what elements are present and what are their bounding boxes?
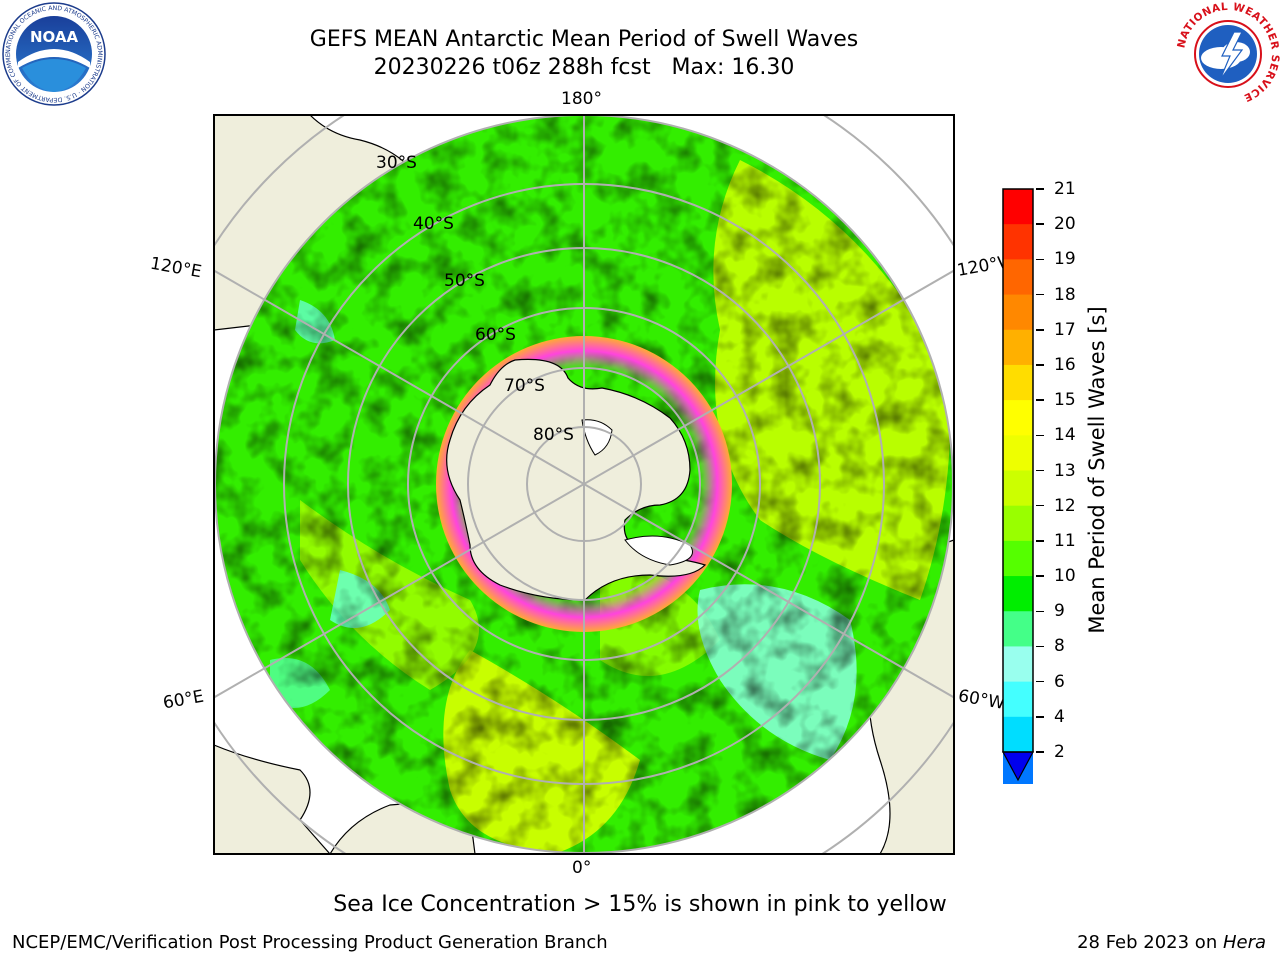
lat-label-50s: 50°S [444,271,485,291]
colorbar-tick-mark [1036,645,1044,648]
colorbar-block [1003,646,1033,683]
lat-label-40s: 40°S [413,214,454,234]
lon-label-0: 0° [572,858,592,878]
colorbar-tick-mark [1036,575,1044,577]
colorbar-block [1003,576,1033,612]
colorbar-tick-mark [1036,504,1044,507]
polar-map [213,114,955,855]
colorbar-block [1003,364,1033,401]
colorbar-block [1003,294,1033,331]
colorbar-tick-label: 8 [1054,636,1065,657]
colorbar-tick-mark [1036,188,1044,190]
colorbar-tick-mark [1036,540,1044,542]
colorbar-tick-mark [1036,610,1044,612]
colorbar-block [1003,540,1033,577]
colorbar-block [1003,189,1033,225]
colorbar-tick-label: 10 [1054,566,1076,587]
colorbar-block [1003,505,1033,542]
lat-label-60s: 60°S [475,325,516,345]
colorbar-tick-label: 15 [1054,390,1076,411]
lat-label-30s: 30°S [376,153,417,173]
colorbar-tick-label: 20 [1054,214,1076,235]
colorbar-tick-mark [1036,258,1044,261]
noaa-logo-text: NOAA [30,28,79,46]
colorbar [1001,188,1035,784]
colorbar-tick-mark [1036,680,1044,683]
colorbar-tick-mark [1036,223,1044,225]
colorbar-tick-label: 16 [1054,354,1076,375]
colorbar-tick-label: 17 [1054,319,1076,340]
footer-date: 28 Feb 2023 on Hera [1077,932,1266,954]
colorbar-block [1003,259,1033,296]
lat-label-70s: 70°S [504,376,545,396]
colorbar-tick-mark [1036,751,1044,753]
sea-ice-note: Sea Ice Concentration > 15% is shown in … [333,892,947,917]
lon-label-180: 180° [561,89,602,109]
colorbar-tick-mark [1036,399,1044,401]
colorbar-block [1003,329,1033,366]
colorbar-tick-label: 19 [1054,249,1076,270]
lat-label-80s: 80°S [533,425,574,445]
map-title-line1: GEFS MEAN Antarctic Mean Period of Swell… [309,27,859,52]
colorbar-block [1003,470,1033,507]
nws-logo: NATIONAL WEATHER SERVICE [1176,2,1280,104]
colorbar-block [1003,611,1033,647]
colorbar-tick-label: 9 [1054,601,1065,622]
footer-organization: NCEP/EMC/Verification Post Processing Pr… [12,932,608,953]
colorbar-tick-label: 13 [1054,460,1076,481]
footer-date-text: 28 Feb 2023 on [1077,932,1223,953]
colorbar-block [1003,435,1033,471]
colorbar-tick-label: 18 [1054,284,1076,305]
colorbar-label: Mean Period of Swell Waves [s] [1085,306,1109,634]
colorbar-tick-mark [1036,434,1044,437]
footer-host: Hera [1222,932,1266,953]
map-title-line2: 20230226 t06z 288h fcst Max: 16.30 [373,55,795,80]
colorbar-tick-mark [1036,364,1044,366]
colorbar-tick-mark [1036,716,1044,718]
colorbar-tick-mark [1036,329,1044,331]
colorbar-tick-label: 21 [1054,179,1076,199]
colorbar-tick-mark [1036,293,1044,296]
colorbar-tick-label: 12 [1054,495,1076,516]
colorbar-block [1003,224,1033,260]
colorbar-tick-mark [1036,469,1044,472]
colorbar-block [1003,716,1033,753]
colorbar-block [1003,400,1033,436]
colorbar-block [1003,681,1033,718]
noaa-logo: NATIONAL OCEANIC AND ATMOSPHERIC ADMINIS… [2,2,106,106]
colorbar-tick-label: 14 [1054,425,1076,446]
colorbar-tick-label: 6 [1054,671,1065,692]
lon-label-120e: 120°E [148,253,204,283]
lon-label-60w: 60°W [956,686,1007,714]
lon-label-60e: 60°E [161,686,206,714]
colorbar-tick-label: 11 [1054,530,1076,551]
colorbar-tick-label: 2 [1054,742,1065,762]
colorbar-tick-label: 4 [1054,706,1065,727]
